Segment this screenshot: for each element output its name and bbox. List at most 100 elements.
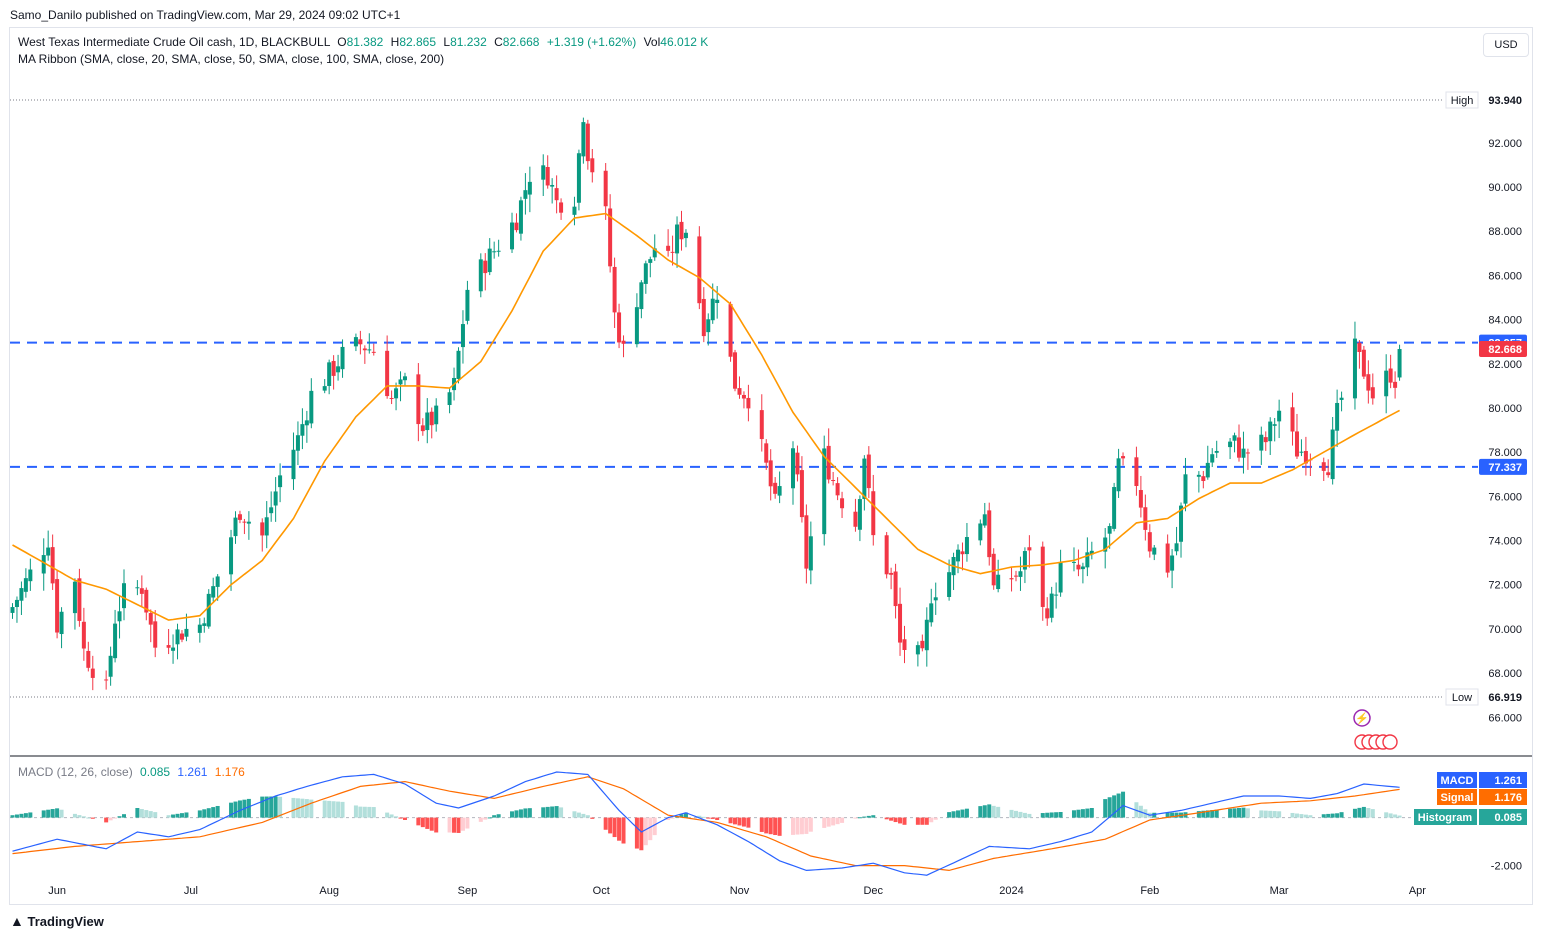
- candle: [1277, 399, 1282, 439]
- candle-body: [576, 153, 581, 203]
- macd-histogram-bar: [791, 817, 795, 835]
- macd-histogram-bar: [951, 811, 956, 818]
- candle: [367, 333, 372, 354]
- macd-tag-name-tag: [1437, 772, 1477, 788]
- candle-body: [666, 245, 671, 251]
- candle-body: [679, 221, 684, 240]
- candle: [59, 607, 64, 649]
- candle-body: [898, 603, 903, 643]
- macd-histogram-bar: [1361, 806, 1366, 818]
- macd-histogram-bar: [72, 813, 77, 818]
- candle-body: [41, 555, 46, 574]
- candle: [358, 330, 363, 355]
- macd-histogram-bar: [1103, 799, 1108, 818]
- candle: [23, 568, 28, 598]
- macd-histogram-bar: [10, 815, 15, 818]
- candle-body: [1299, 451, 1304, 453]
- macd-histogram-bar: [978, 806, 983, 818]
- macd-histogram-bar: [1366, 808, 1371, 818]
- candle: [831, 471, 836, 486]
- macd-histogram-bar: [278, 796, 283, 818]
- macd-histogram-bar: [826, 817, 831, 827]
- macd-histogram-bar: [1049, 812, 1054, 818]
- price-tick-label: 76.000: [1488, 491, 1522, 503]
- macd-histogram-bar: [1009, 809, 1014, 818]
- macd-histogram-bar: [612, 817, 617, 838]
- macd-histogram-bar: [648, 817, 653, 841]
- candle: [1370, 373, 1375, 405]
- candle: [697, 226, 702, 310]
- macd-histogram-bar: [510, 811, 515, 818]
- candle: [1330, 416, 1335, 485]
- candle: [701, 287, 706, 343]
- macd-histogram-bar: [1054, 812, 1059, 818]
- candle: [545, 155, 550, 189]
- candle-body: [866, 454, 871, 489]
- candle-body: [639, 282, 644, 310]
- candle: [866, 446, 871, 499]
- candle-body: [741, 394, 746, 399]
- candle: [964, 523, 969, 562]
- macd-histogram-bar: [483, 817, 488, 820]
- macd-histogram-bar: [81, 816, 86, 818]
- candle-body: [1366, 374, 1371, 391]
- macd-histogram-bar: [697, 815, 702, 818]
- candle-body: [701, 298, 706, 337]
- candle-body: [108, 655, 113, 677]
- candle: [389, 390, 394, 405]
- candle-body: [764, 443, 769, 463]
- candle-body: [1263, 437, 1268, 443]
- candle-body: [1058, 562, 1063, 593]
- macd-histogram-bar: [799, 817, 804, 835]
- candle: [242, 518, 247, 535]
- tradingview-logo[interactable]: ▲ TradingView: [10, 913, 104, 929]
- macd-histogram-bar: [541, 807, 546, 818]
- histogram-tag: [1479, 809, 1527, 825]
- candle-body: [710, 298, 715, 321]
- candle-body: [683, 232, 688, 239]
- macd-histogram-bar: [554, 806, 559, 818]
- macd-histogram-bar: [898, 817, 903, 824]
- currency-button[interactable]: USD: [1483, 33, 1529, 57]
- candle: [715, 286, 720, 319]
- macd-histogram-bar: [679, 814, 684, 818]
- candle: [777, 471, 782, 504]
- candle-body: [273, 491, 278, 506]
- macd-histogram-bar: [211, 807, 216, 818]
- candle-body: [398, 379, 403, 385]
- macd-histogram-bar: [246, 798, 251, 818]
- candle: [1321, 457, 1326, 481]
- candle-body: [1076, 564, 1081, 570]
- macd-histogram-bar: [1277, 811, 1282, 818]
- candle-body: [1210, 454, 1215, 463]
- macd-histogram-bar: [496, 814, 501, 818]
- candle-body: [340, 346, 345, 370]
- candle: [1165, 534, 1170, 578]
- candle-body: [420, 425, 425, 432]
- macd-histogram-bar: [1112, 795, 1117, 818]
- candle: [924, 607, 929, 667]
- macd-tick-label: -2.000: [1491, 861, 1522, 873]
- us-flag-icon: [1382, 734, 1398, 750]
- candle-body: [1089, 550, 1094, 555]
- macd-histogram-bar: [862, 816, 867, 818]
- low-marker-value: 66.919: [1488, 692, 1522, 704]
- candle: [728, 301, 733, 362]
- candle-body: [804, 515, 809, 569]
- candle-body: [991, 553, 996, 586]
- candle: [1179, 502, 1184, 558]
- candle: [215, 574, 220, 601]
- candle-body: [59, 611, 64, 635]
- candle: [179, 630, 184, 643]
- candle-body: [215, 576, 220, 587]
- candle-body: [242, 521, 247, 523]
- macd-histogram-bar: [652, 817, 657, 836]
- macd-histogram-bar: [666, 817, 671, 820]
- macd-histogram-bar: [300, 798, 305, 818]
- time-tick-label: 2024: [999, 885, 1023, 897]
- candle: [153, 610, 158, 658]
- candle-body: [1326, 472, 1331, 476]
- candle-body: [675, 224, 680, 254]
- macd-histogram-bar: [327, 800, 332, 818]
